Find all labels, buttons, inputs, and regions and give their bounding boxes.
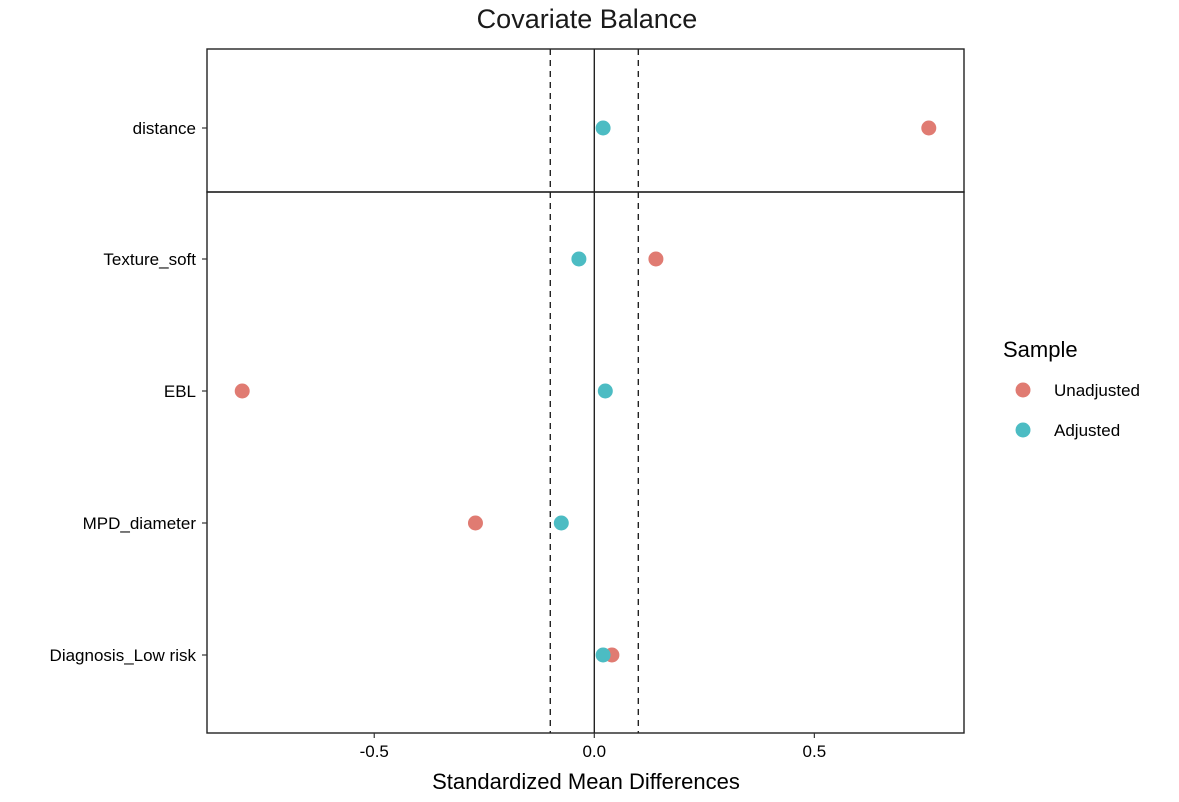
point-adjusted [553,515,569,531]
point-adjusted [595,647,611,663]
x-tick-label: -0.5 [360,742,389,761]
x-axis: -0.5 0.0 0.5 [360,733,827,761]
point-unadjusted [921,120,937,136]
legend-title: Sample [1003,337,1078,362]
point-unadjusted [234,383,250,399]
x-tick-label: 0.5 [803,742,827,761]
y-tick-label: EBL [164,382,196,401]
point-unadjusted [467,515,483,531]
x-axis-title: Standardized Mean Differences [432,769,740,794]
data-points [234,120,937,663]
point-adjusted [571,251,587,267]
point-adjusted [595,120,611,136]
y-tick-label: Texture_soft [103,250,196,269]
x-tick-label: 0.0 [582,742,606,761]
plot-panel [206,48,965,734]
legend: Sample Unadjusted Adjusted [1003,337,1140,440]
facet-panel-bottom [206,191,965,734]
legend-label-adjusted: Adjusted [1054,421,1120,440]
chart-title: Covariate Balance [476,4,698,34]
y-tick-label: Diagnosis_Low risk [50,646,197,665]
point-unadjusted [648,251,664,267]
y-tick-label: distance [133,119,196,138]
legend-key-adjusted [1015,422,1031,438]
reference-lines [549,49,640,733]
legend-key-unadjusted [1015,382,1031,398]
legend-label-unadjusted: Unadjusted [1054,381,1140,400]
facet-panel-top [206,48,965,193]
point-adjusted [597,383,613,399]
y-tick-label: MPD_diameter [83,514,197,533]
y-axis: distance Texture_soft EBL MPD_diameter Diagn… [50,119,207,665]
